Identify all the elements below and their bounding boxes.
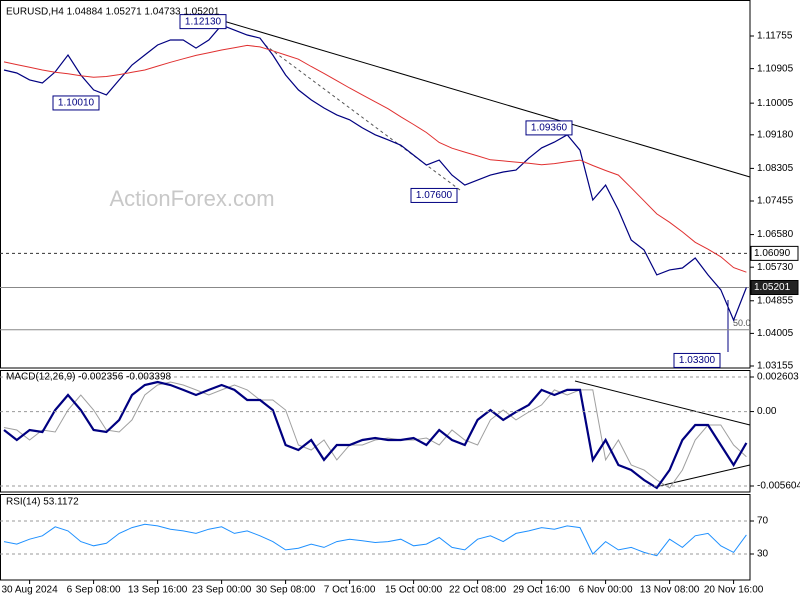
y-tick-label: 1.11755 <box>757 31 793 42</box>
x-tick-label: 20 Nov 16:00 <box>704 585 764 596</box>
price-annotation-box <box>525 120 573 136</box>
trend-line <box>574 380 751 426</box>
price-annotation-box <box>673 352 721 368</box>
series-line <box>3 523 747 557</box>
x-tick-label: 7 Oct 16:00 <box>324 585 376 596</box>
y-tick-label: 70 <box>757 516 769 527</box>
y-tick-label: 30 <box>757 549 769 560</box>
x-tick-label: 13 Sep 16:00 <box>128 585 188 596</box>
level-label-box <box>750 245 799 261</box>
level-label-box <box>750 279 799 295</box>
x-tick-label: 15 Oct 00:00 <box>385 585 443 596</box>
y-tick-label: 1.04855 <box>757 295 794 306</box>
series-line <box>3 44 747 273</box>
level-label: 1.05201 <box>754 282 791 293</box>
level-label: 50.0 <box>733 318 751 328</box>
series-line <box>3 381 747 489</box>
trend-line <box>654 464 751 488</box>
price-annotation: 1.07600 <box>416 190 453 201</box>
y-tick-label: 0.00 <box>757 406 777 417</box>
y-tick-label: 1.09180 <box>757 129 794 140</box>
x-tick-label: 30 Sep 08:00 <box>256 585 316 596</box>
price-pane <box>0 0 751 369</box>
trend-line <box>264 44 461 191</box>
y-tick-label: 1.07455 <box>757 196 794 207</box>
y-tick-label: 1.04005 <box>757 328 794 339</box>
pane-title: RSI(14) 53.1172 <box>6 497 79 508</box>
pane-title: MACD(12,26,9) -0.002356 -0.003398 <box>6 372 172 383</box>
x-tick-label: 30 Aug 2024 <box>2 585 59 596</box>
y-tick-label: 1.10905 <box>757 63 794 74</box>
price-annotation: 1.09360 <box>531 123 568 134</box>
price-annotation-box <box>410 187 458 203</box>
pane-title: EURUSD,H4 1.04884 1.05271 1.04733 1.0520… <box>6 7 220 18</box>
y-tick-label: 1.10005 <box>757 98 794 109</box>
series-line <box>3 24 747 322</box>
y-tick-label: 1.08305 <box>757 163 794 174</box>
y-tick-label: 1.03155 <box>757 361 794 372</box>
level-label: 1.06090 <box>754 248 791 259</box>
series-line <box>3 380 748 490</box>
price-annotation-box <box>52 95 100 111</box>
trend-line <box>219 19 751 178</box>
price-annotation: 1.12130 <box>185 16 222 27</box>
price-annotation: 1.03300 <box>679 355 716 366</box>
x-tick-label: 29 Oct 16:00 <box>513 585 571 596</box>
y-tick-label: 1.06580 <box>757 229 794 240</box>
y-tick-label: -0.005604 <box>757 481 800 492</box>
y-tick-label: 1.05730 <box>757 262 794 273</box>
x-tick-label: 6 Sep 08:00 <box>67 585 121 596</box>
price-annotation-box <box>179 14 227 30</box>
watermark: ActionForex.com <box>109 186 274 211</box>
x-tick-label: 6 Nov 00:00 <box>579 585 633 596</box>
x-tick-label: 13 Nov 08:00 <box>640 585 700 596</box>
y-tick-label: 0.002603 <box>757 372 799 383</box>
x-tick-label: 22 Oct 08:00 <box>449 585 507 596</box>
rsi-pane <box>0 494 751 581</box>
macd-pane <box>0 370 751 493</box>
x-tick-label: 23 Sep 00:00 <box>192 585 252 596</box>
price-annotation: 1.10010 <box>58 98 95 109</box>
